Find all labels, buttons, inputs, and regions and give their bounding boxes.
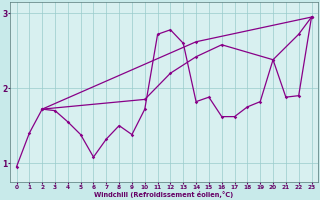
X-axis label: Windchill (Refroidissement éolien,°C): Windchill (Refroidissement éolien,°C) bbox=[94, 191, 234, 198]
